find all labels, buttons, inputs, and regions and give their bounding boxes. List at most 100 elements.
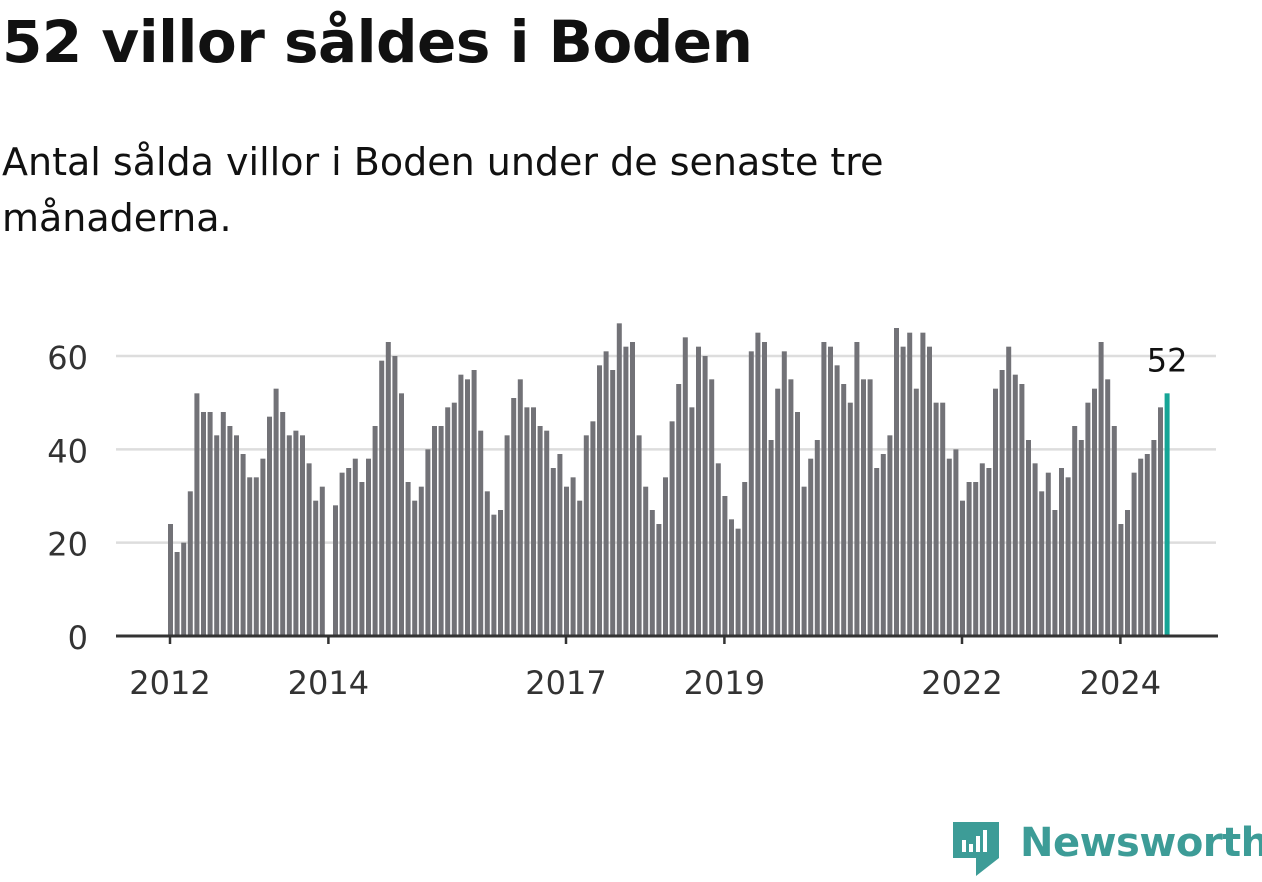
- bar: [663, 477, 668, 636]
- chart-subtitle: Antal sålda villor i Boden under de sena…: [2, 140, 884, 240]
- bar: [887, 435, 893, 636]
- bar: [484, 491, 490, 636]
- bar: [227, 426, 233, 636]
- bar: [630, 342, 635, 636]
- bar: [313, 500, 319, 636]
- bar: [273, 388, 279, 636]
- bar: [867, 379, 873, 636]
- bar: [795, 412, 800, 636]
- bar: [372, 426, 378, 636]
- bar: [1012, 374, 1018, 636]
- bar: [762, 342, 767, 636]
- bar: [267, 416, 272, 636]
- y-axis-labels: 0 20 40 60: [47, 339, 88, 657]
- bar: [438, 426, 444, 636]
- bar: [1078, 440, 1084, 636]
- bar: [577, 500, 583, 636]
- newsworthy-logo-icon: [953, 822, 999, 876]
- newsworthy-logo[interactable]: Newsworthy: [950, 818, 1262, 878]
- y-tick-label: 60: [47, 339, 88, 377]
- bar: [366, 458, 371, 636]
- bar: [696, 346, 701, 636]
- x-tick-label: 2019: [684, 664, 765, 702]
- bar: [168, 524, 173, 636]
- bar: [352, 458, 358, 636]
- bar: [603, 351, 609, 636]
- chart-title: 52 villor såldes i Boden: [2, 8, 753, 76]
- bar: [220, 412, 226, 636]
- bar: [940, 402, 946, 636]
- bar: [960, 500, 965, 636]
- bar: [946, 458, 952, 636]
- bar: [920, 332, 926, 636]
- bar: [187, 491, 193, 636]
- bar: [491, 514, 497, 636]
- bar: [841, 384, 847, 636]
- bar: [214, 435, 220, 636]
- bar: [814, 440, 820, 636]
- bar: [847, 402, 853, 636]
- bar: [1065, 477, 1071, 636]
- bar: [385, 342, 391, 636]
- bar: [319, 486, 325, 636]
- bar: [649, 510, 655, 636]
- bar: [927, 346, 932, 636]
- bar: [1151, 440, 1157, 636]
- bars: 52: [168, 323, 1187, 636]
- bar: [676, 384, 682, 636]
- bar: [418, 486, 424, 636]
- bar: [174, 552, 180, 636]
- bar: [748, 351, 754, 636]
- bar: [531, 407, 536, 636]
- bar: [471, 370, 477, 636]
- bar: [260, 458, 266, 636]
- bar: [544, 430, 550, 636]
- bar: [715, 463, 721, 636]
- bar: [583, 435, 589, 636]
- bar: [240, 454, 246, 636]
- y-tick-label: 40: [47, 432, 88, 470]
- bar: [999, 370, 1005, 636]
- bar: [458, 374, 464, 636]
- bar: [550, 468, 556, 636]
- bar: [425, 449, 431, 636]
- bar: [432, 426, 437, 636]
- bar: [564, 486, 569, 636]
- bar: [300, 435, 305, 636]
- bar: [861, 379, 866, 636]
- bar: [894, 328, 899, 636]
- y-tick-label: 0: [68, 619, 88, 657]
- bar: [280, 412, 286, 636]
- bar: [669, 421, 675, 636]
- bar: [729, 519, 734, 636]
- bar: [570, 477, 576, 636]
- bar: [973, 482, 979, 636]
- bar: [1039, 491, 1045, 636]
- bar: [742, 482, 748, 636]
- bar: [445, 407, 451, 636]
- bar: [234, 435, 239, 636]
- bar-latest: [1164, 393, 1170, 636]
- bar: [993, 388, 998, 636]
- bar: [722, 496, 728, 636]
- bar: [616, 323, 622, 636]
- bar: [1059, 468, 1064, 636]
- bar: [1118, 524, 1124, 636]
- bar: [801, 486, 807, 636]
- bar: [623, 346, 629, 636]
- bar: [517, 379, 523, 636]
- bar: [735, 528, 741, 636]
- bar: [465, 379, 470, 636]
- bar: [610, 370, 616, 636]
- x-tick-label: 2012: [129, 664, 210, 702]
- bar: [1125, 510, 1130, 636]
- bar: [1052, 510, 1058, 636]
- bar: [286, 435, 292, 636]
- bar: [709, 379, 715, 636]
- bar: [201, 412, 206, 636]
- bar: [1144, 454, 1150, 636]
- bar: [451, 402, 457, 636]
- bar: [821, 342, 827, 636]
- bar: [1111, 426, 1117, 636]
- bar: [1085, 402, 1091, 636]
